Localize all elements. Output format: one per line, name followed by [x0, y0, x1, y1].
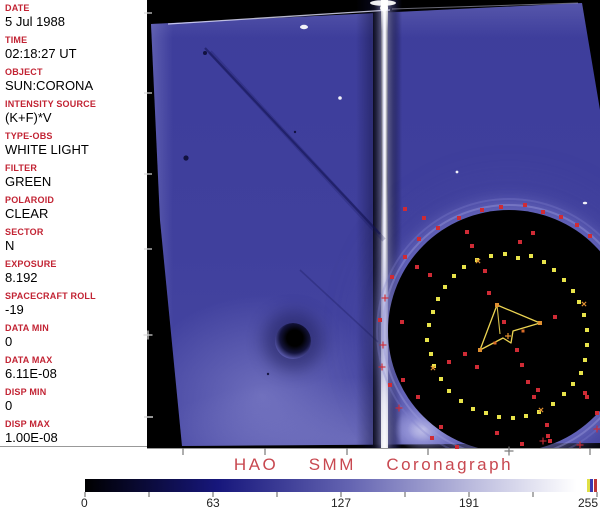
field-value: (K+F)*V: [5, 110, 52, 125]
field-disp-max: DISP MAX 1.00E-08: [5, 419, 147, 445]
field-polaroid: POLAROID CLEAR: [5, 195, 147, 221]
field-label: SPACECRAFT ROLL: [5, 291, 96, 301]
field-data-max: DATA MAX 6.11E-08: [5, 355, 147, 381]
field-value: SUN:CORONA: [5, 78, 94, 93]
colorbar-tick-label: 0: [81, 496, 88, 510]
intensity-colorbar: [85, 479, 597, 492]
field-value: -19: [5, 302, 24, 317]
field-label: DATA MAX: [5, 355, 53, 365]
field-value: GREEN: [5, 174, 52, 189]
field-label: FILTER: [5, 163, 38, 173]
field-label: DISP MAX: [5, 419, 50, 429]
field-time: TIME 02:18:27 UT: [5, 35, 147, 61]
field-label: DISP MIN: [5, 387, 47, 397]
occulting-disk: [376, 198, 600, 448]
field-disp-min: DISP MIN 0: [5, 387, 147, 413]
field-sector: SECTOR N: [5, 227, 147, 253]
field-label: DATA MIN: [5, 323, 49, 333]
colorbar-tick-label: 255: [577, 496, 598, 510]
field-label: OBJECT: [5, 67, 43, 77]
field-label: TIME: [5, 35, 28, 45]
field-label: EXPOSURE: [5, 259, 57, 269]
field-label: SECTOR: [5, 227, 44, 237]
metadata-panel: DATE 5 Jul 1988 TIME 02:18:27 UT OBJECT …: [0, 0, 147, 447]
field-label: DATE: [5, 3, 30, 13]
field-value: 1.00E-08: [5, 430, 58, 445]
field-filter: FILTER GREEN: [5, 163, 147, 189]
field-value: 6.11E-08: [5, 366, 57, 381]
field-type-obs: TYPE-OBS WHITE LIGHT: [5, 131, 147, 157]
colorbar-stripe-blue: [590, 479, 593, 492]
field-value: CLEAR: [5, 206, 49, 221]
colorbar-stripe-yellow: [587, 479, 590, 492]
field-value: 5 Jul 1988: [5, 14, 65, 29]
field-object: OBJECT SUN:CORONA: [5, 67, 147, 93]
coronagraph-image: [147, 0, 600, 449]
colorbar-stripe-red: [594, 479, 597, 492]
field-spacecraft-roll: SPACECRAFT ROLL -19: [5, 291, 147, 317]
field-date: DATE 5 Jul 1988: [5, 3, 147, 29]
field-value: WHITE LIGHT: [5, 142, 89, 157]
field-exposure: EXPOSURE 8.192: [5, 259, 147, 285]
field-value: 0: [5, 398, 13, 413]
colorbar-tick-label: 191: [458, 496, 480, 510]
field-label: INTENSITY SOURCE: [5, 99, 97, 109]
dust-blob: [275, 323, 311, 359]
image-title: HAO SMM Coronagraph: [233, 455, 514, 474]
colorbar-tick-label: 127: [330, 496, 352, 510]
field-value: 02:18:27 UT: [5, 46, 77, 61]
field-value: N: [5, 238, 15, 253]
field-value: 0: [5, 334, 13, 349]
colorbar-tick-label: 63: [206, 496, 220, 510]
pylon-shadow: [356, 0, 374, 448]
pylon-bright-line: [381, 0, 388, 448]
field-value: 8.192: [5, 270, 38, 285]
field-label: TYPE-OBS: [5, 131, 53, 141]
field-intensity-source: INTENSITY SOURCE (K+F)*V: [5, 99, 147, 125]
field-label: POLAROID: [5, 195, 55, 205]
field-data-min: DATA MIN 0: [5, 323, 147, 349]
